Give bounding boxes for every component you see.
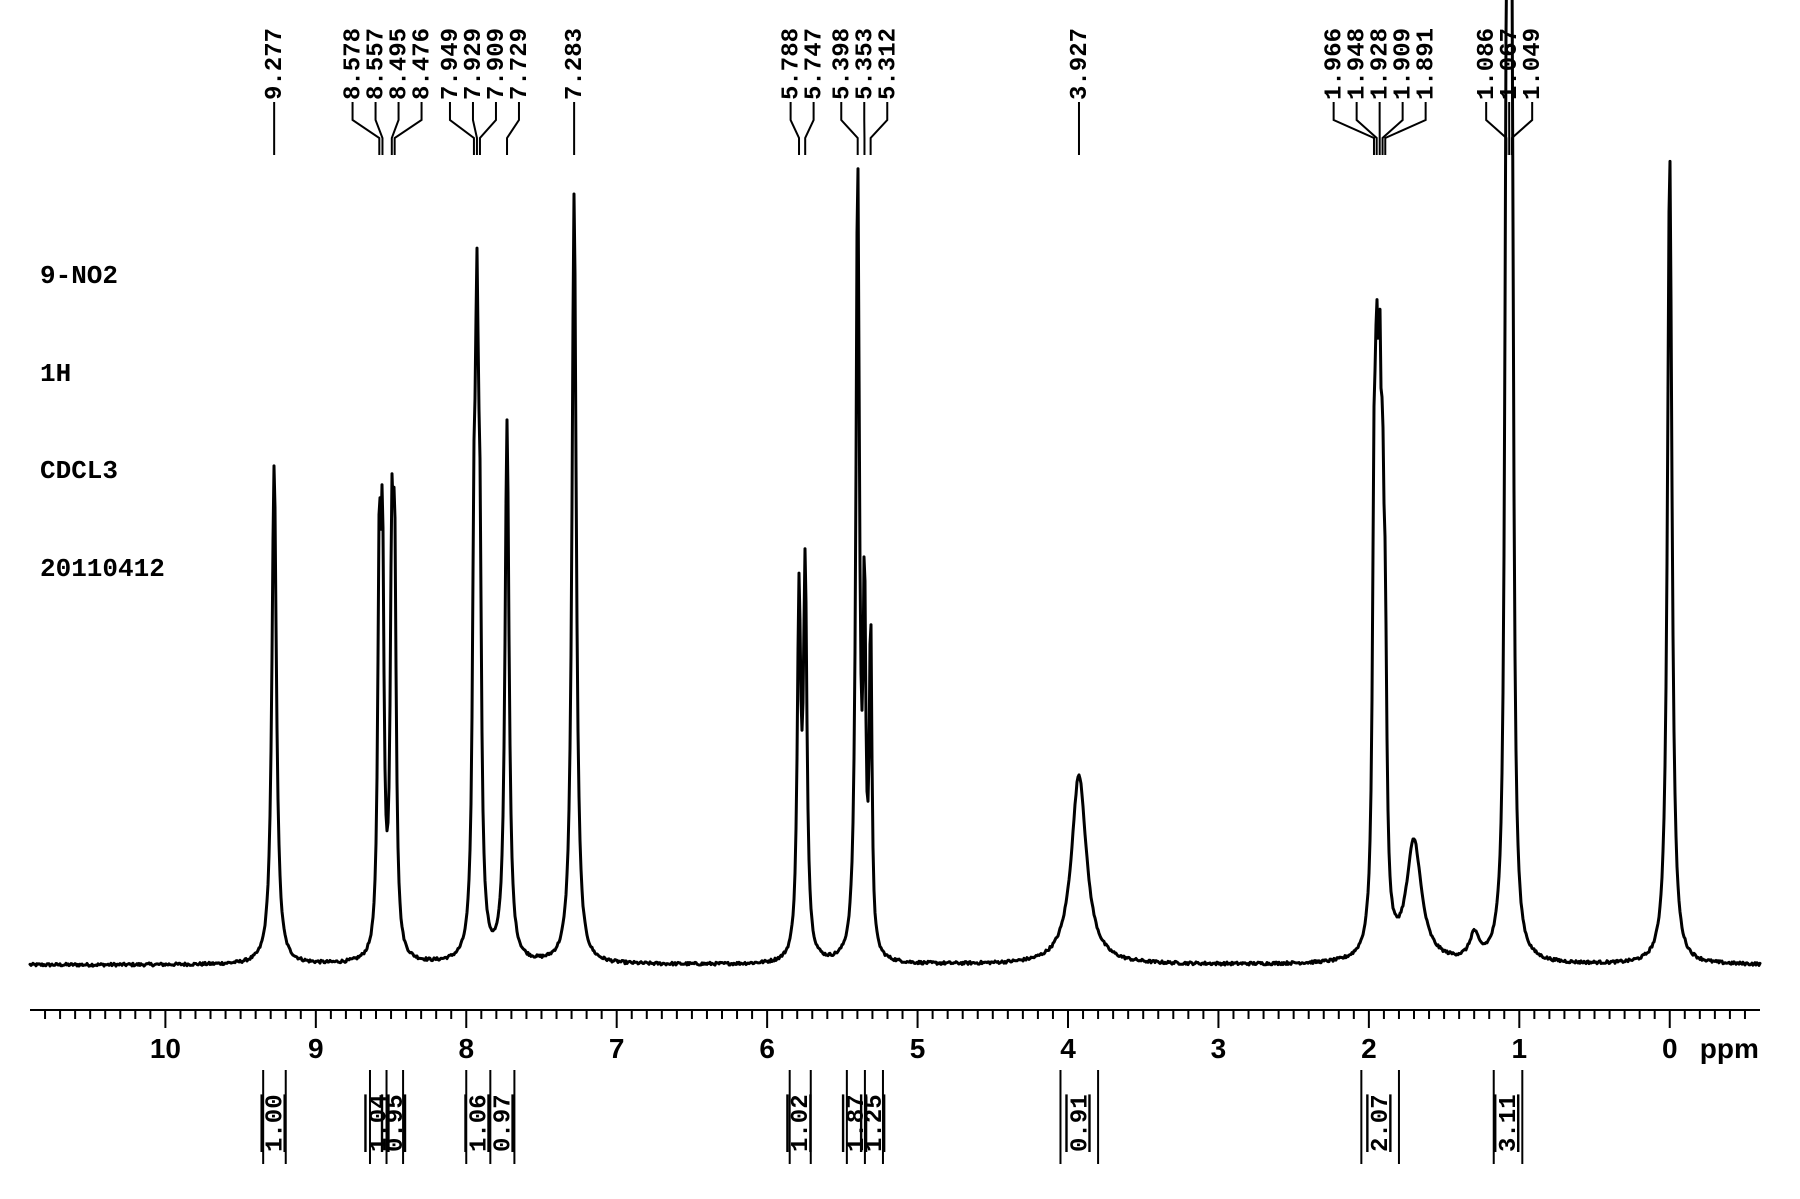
x-axis-tick-label: 6 [759,1033,775,1064]
peak-label-stem [871,102,888,155]
peak-ppm-label: 9.277 [262,28,289,100]
x-axis-tick-label: 7 [609,1033,625,1064]
peak-ppm-label: 3.927 [1067,28,1094,100]
peak-ppm-label: 8.476 [410,28,437,100]
peak-ppm-label: 1.891 [1414,28,1441,100]
peak-ppm-label: 5.312 [875,28,902,100]
peak-ppm-label: 5.747 [802,28,829,100]
spectrum-trace [30,0,1760,966]
integral-value-label: 2.07 [1368,1094,1395,1152]
peak-ppm-label: 1.049 [1520,28,1547,100]
nmr-spectrum-plot: 109876543210ppm9.2778.5788.5578.4958.476… [0,0,1800,1199]
x-axis-tick-label: 4 [1060,1033,1076,1064]
integral-value-label: 3.11 [1496,1094,1523,1152]
peak-label-stem [805,102,813,155]
integral-value-label: 1.06 [466,1094,493,1152]
integral-value-label: 1.25 [862,1094,889,1152]
x-axis-tick-label: 9 [308,1033,324,1064]
x-axis-tick-label: 10 [150,1033,181,1064]
x-axis-tick-label: 5 [910,1033,926,1064]
integral-value-label: 1.02 [788,1094,815,1152]
peak-label-stem [791,102,799,155]
integral-value-label: 0.91 [1067,1094,1094,1152]
peak-label-stem [1512,102,1532,155]
x-axis-tick-label: 8 [458,1033,474,1064]
integral-value-label: 1.00 [262,1094,289,1152]
peak-label-stem [1486,102,1506,155]
peak-ppm-label: 7.283 [562,28,589,100]
x-axis-tick-label: 0 [1662,1033,1678,1064]
peak-label-stem [507,102,519,155]
peak-label-stem [450,102,474,155]
peak-label-stem [1385,102,1425,155]
peak-label-stem [841,102,857,155]
peak-label-stem [480,102,496,155]
x-axis-tick-label: 1 [1512,1033,1528,1064]
integral-value-label: 0.97 [490,1094,517,1152]
x-axis-tick-label: 3 [1211,1033,1227,1064]
x-axis-unit-label: ppm [1700,1033,1759,1064]
integral-value-label: 0.95 [383,1094,410,1152]
peak-label-stem [1334,102,1374,155]
x-axis-tick-label: 2 [1361,1033,1377,1064]
peak-ppm-label: 7.729 [507,28,534,100]
